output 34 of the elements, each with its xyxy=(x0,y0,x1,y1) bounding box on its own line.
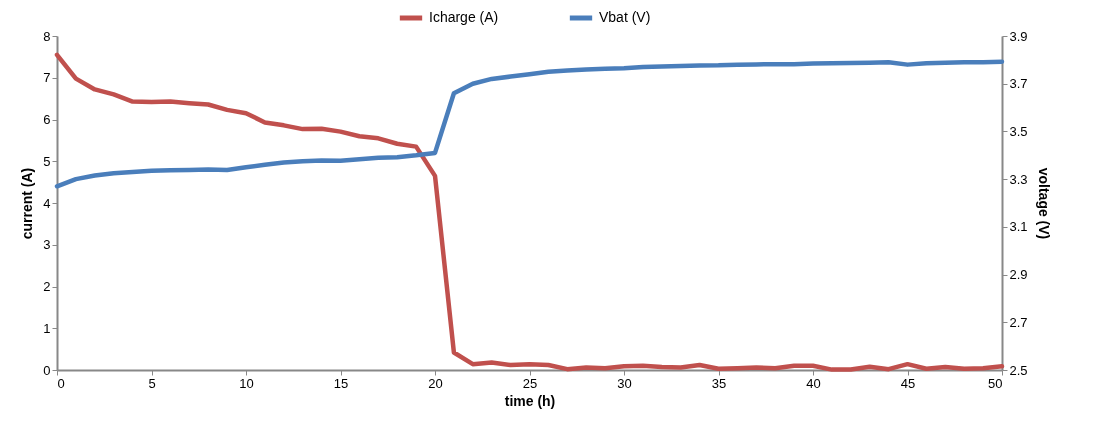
y-tick-label: 7 xyxy=(43,70,51,86)
line-series xyxy=(54,59,1005,189)
y2-tick-label: 2.9 xyxy=(1009,267,1028,283)
y-tick-label: 8 xyxy=(43,28,51,44)
y2-axis-title: voltage (V) xyxy=(1035,167,1052,240)
x-tick-label: 30 xyxy=(617,375,632,391)
y-tick-label: 2 xyxy=(43,279,51,294)
y-axis-title: current (A) xyxy=(19,167,36,240)
y2-tick-label: 3.7 xyxy=(1009,76,1028,92)
x-axis-title: time (h) xyxy=(504,392,556,409)
legend-label: Icharge (A) xyxy=(429,9,499,25)
y-tick-label: 3 xyxy=(43,237,51,253)
x-tick-label: 10 xyxy=(239,375,254,391)
x-tick-label: 50 xyxy=(988,375,1003,391)
x-tick-label: 45 xyxy=(900,375,916,391)
x-tick-label: 40 xyxy=(806,375,821,391)
y2-tick-label: 3.1 xyxy=(1009,219,1028,235)
y-tick-label: 0 xyxy=(43,362,51,378)
x-tick-label: 25 xyxy=(522,375,538,391)
y-tick-label: 4 xyxy=(43,195,51,211)
y2-tick-label: 3.3 xyxy=(1009,171,1028,187)
y2-tick-label: 3.5 xyxy=(1009,123,1028,139)
y-tick-label: 1 xyxy=(43,320,51,336)
y-tick-label: 6 xyxy=(43,112,51,127)
y-tick-label: 5 xyxy=(43,153,51,169)
x-tick-label: 5 xyxy=(148,375,156,391)
x-tick-label: 35 xyxy=(711,375,727,391)
y2-tick-label: 3.9 xyxy=(1009,28,1028,44)
legend-label: Vbat (V) xyxy=(599,9,651,25)
x-tick-label: 0 xyxy=(57,375,65,391)
x-tick-label: 15 xyxy=(333,375,349,391)
y2-tick-label: 2.7 xyxy=(1009,314,1028,330)
y2-tick-label: 2.5 xyxy=(1009,362,1028,378)
x-tick-label: 20 xyxy=(428,375,443,391)
